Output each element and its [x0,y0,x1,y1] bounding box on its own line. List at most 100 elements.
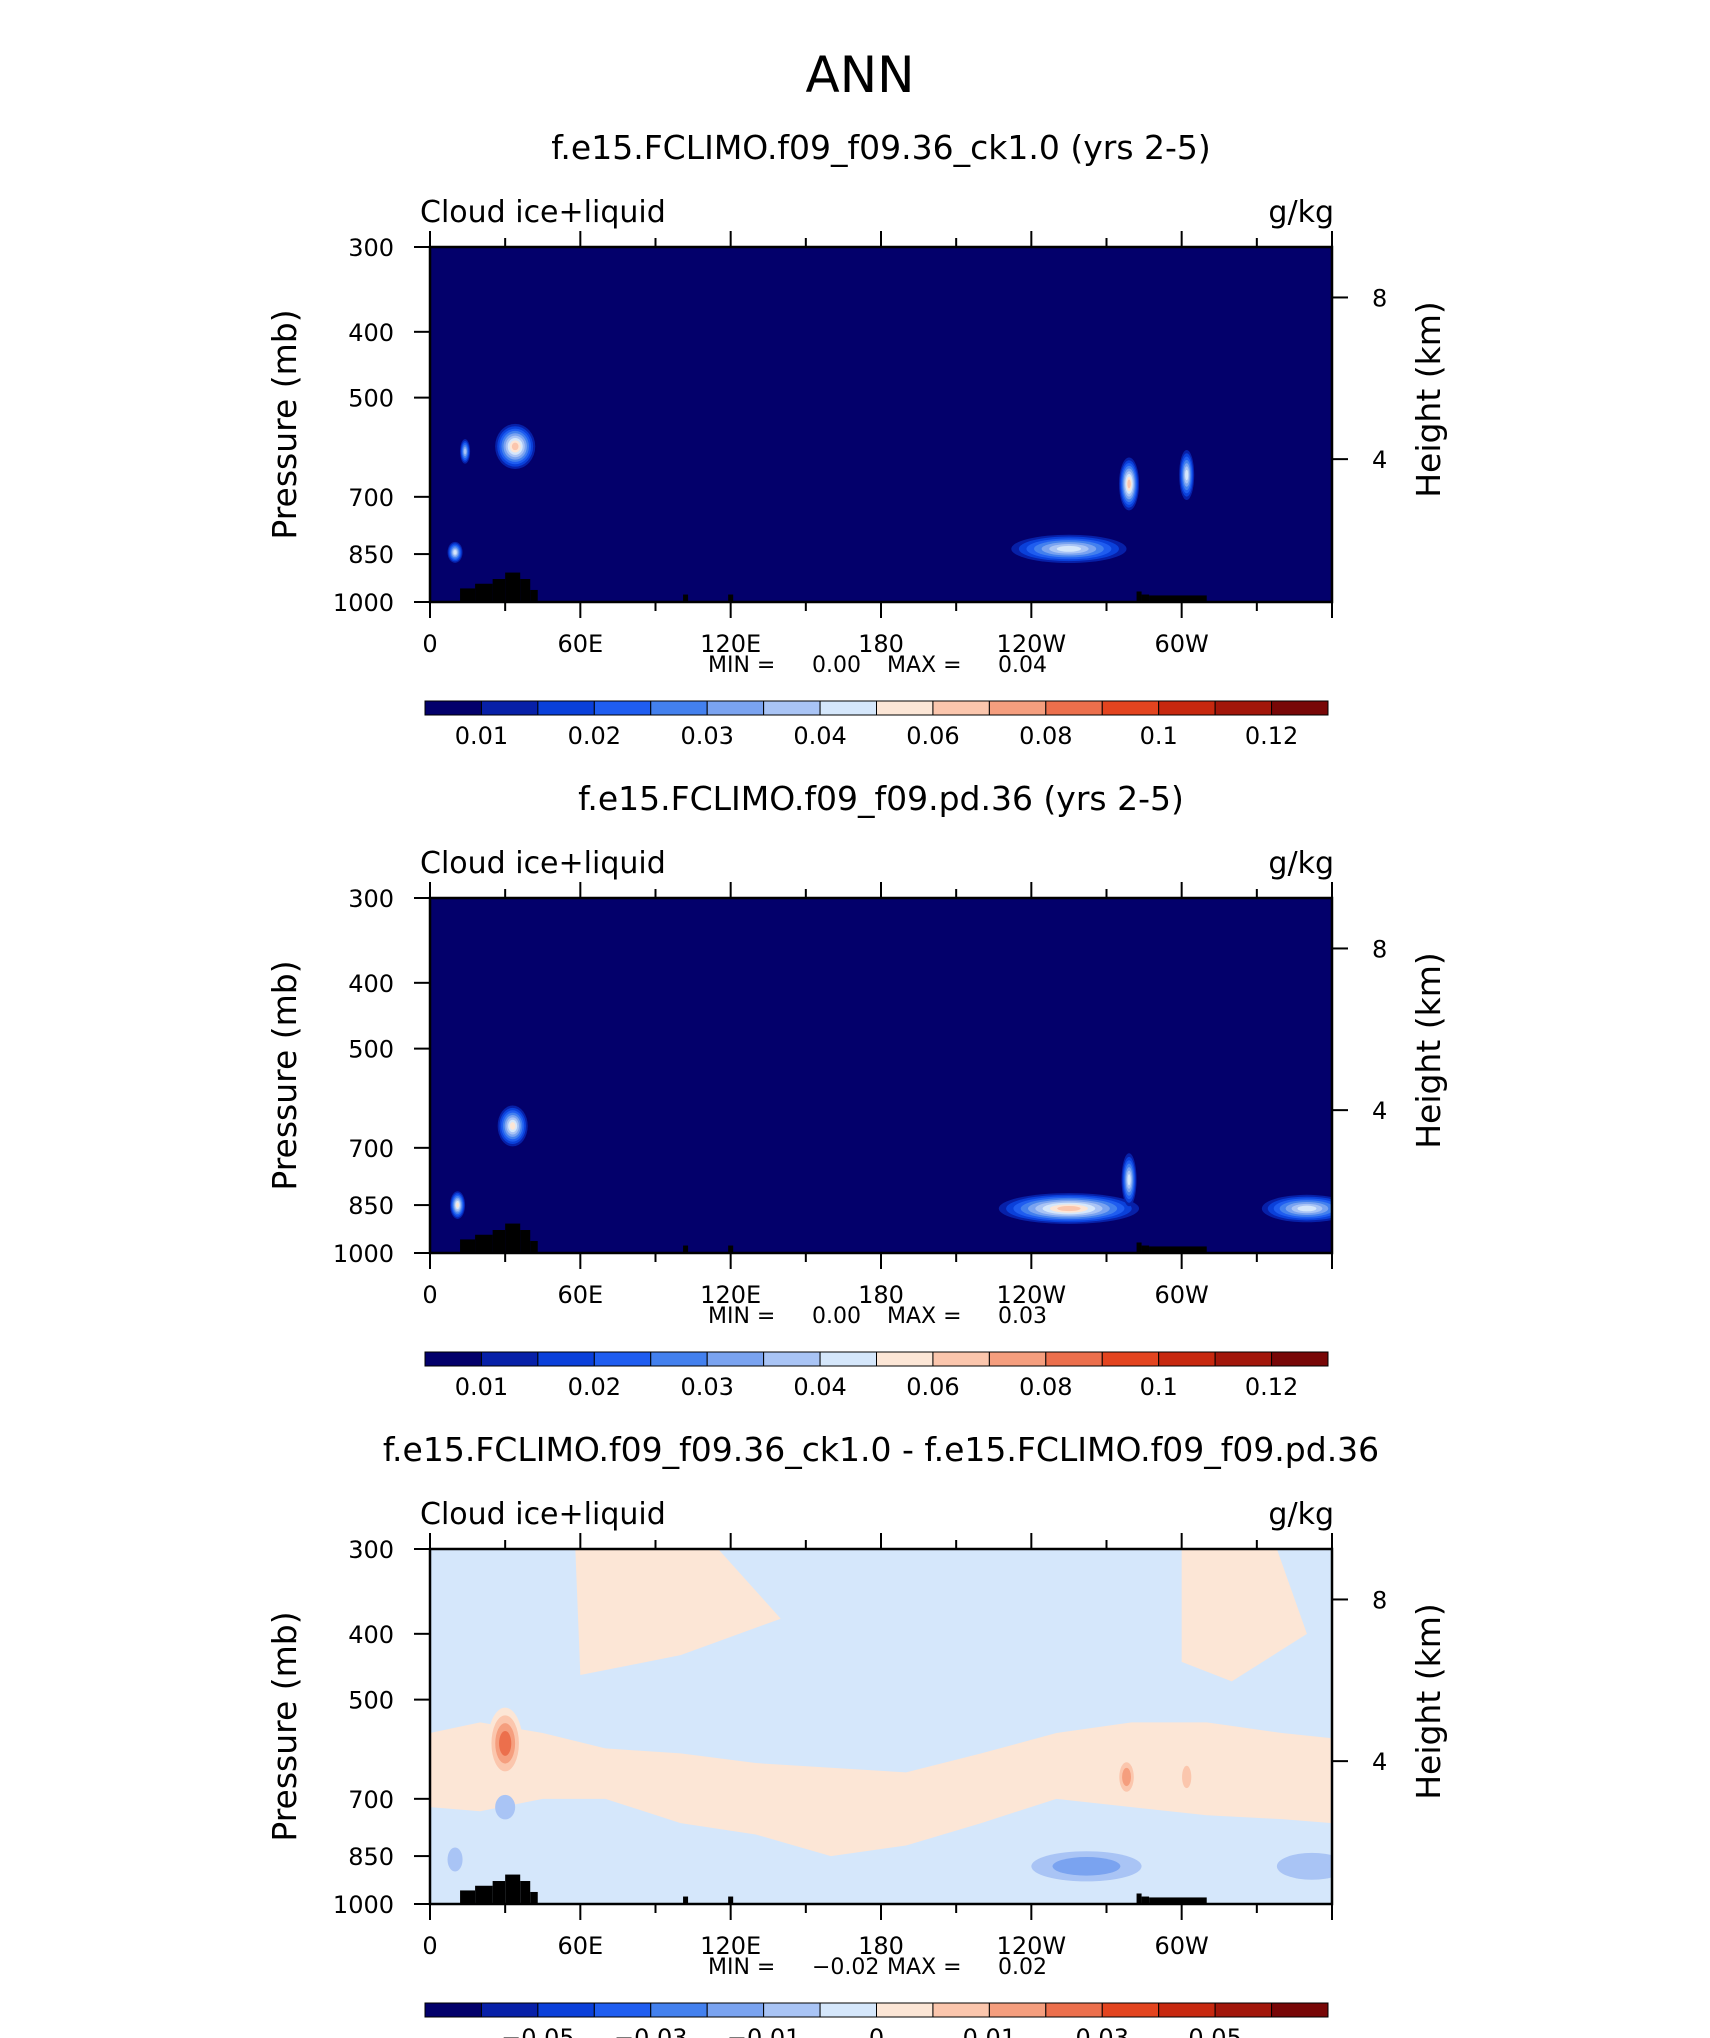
y-tick-label: 300 [348,1536,394,1564]
colorbar-box [537,2002,595,2018]
y-tick-label: 500 [348,385,394,413]
contour-mark [1122,1767,1131,1787]
right-tick-label: 8 [1372,284,1387,312]
positive-patch [575,1549,781,1676]
topography-mark [520,579,531,602]
topography-mark [475,1885,493,1904]
page-title: ANN [805,46,914,104]
x-tick-label: 60E [557,1932,603,1960]
colorbar-box [537,1351,595,1367]
colorbar-box [706,2002,765,2018]
colorbar-box [650,2002,708,2018]
right-tick-label: 4 [1372,1097,1387,1125]
y-tick-label: 850 [348,541,394,569]
max-value: 0.04 [998,653,1047,678]
y-tick-label: 400 [348,970,394,998]
chart-title: f.e15.FCLIMO.f09_f09.pd.36 (yrs 2-5) [578,779,1184,818]
colorbar-box [480,1351,539,1367]
y-tick-label: 700 [348,484,394,512]
contour-mark [495,1794,516,1820]
colorbar-box [1214,1351,1273,1367]
y-tick-label: 1000 [333,589,394,617]
topography-mark [520,1230,531,1253]
contour-mark [453,550,457,555]
y-axis-label: Pressure (mb) [265,309,304,539]
right-tick-label: 8 [1372,935,1387,963]
colorbar-box [1158,1351,1216,1367]
variable-label: Cloud ice+liquid [420,1497,666,1532]
chart-title: f.e15.FCLIMO.f09_f09.36_ck1.0 (yrs 2-5) [551,128,1211,167]
contour-mark [509,1122,516,1130]
colorbar-box [819,1351,877,1367]
x-tick-label: 60W [1155,630,1209,658]
colorbar-box [988,2002,1047,2018]
colorbar-tick-label: 0.06 [906,722,959,750]
colorbar-box [1045,2002,1103,2018]
colorbar-box [1045,700,1103,716]
topography-mark [475,1234,493,1253]
chart-panel-2: f.e15.FCLIMO.f09_f09.pd.36 (yrs 2-5) Clou… [265,779,1448,1401]
colorbar-tick-label: 0.06 [906,1373,959,1401]
min-label: MIN = [708,1304,775,1329]
contour-mark [511,442,519,451]
colorbar-box [593,2002,652,2018]
colorbar-tick-label: 0.03 [680,722,733,750]
topography-mark [1149,595,1207,602]
topography-mark [728,594,734,602]
colorbar-box [876,700,934,716]
contour-mark [499,1730,512,1756]
topography-mark [530,589,538,602]
chart-title: f.e15.FCLIMO.f09_f09.36_ck1.0 - f.e15.FC… [383,1430,1379,1469]
topography-mark [492,579,506,602]
topography-mark [530,1891,538,1904]
contour-mark [1052,1857,1121,1876]
topography-mark [728,1245,734,1253]
colorbar-tick-label: 0.04 [793,722,846,750]
colorbar-tick-label: 0 [869,2024,884,2038]
y-tick-label: 700 [348,1786,394,1814]
x-tick-label: 60E [557,630,603,658]
x-tick-label: 120E [700,1932,761,1960]
min-value: −0.02 [812,1955,879,1980]
x-tick-label: 120W [997,1932,1067,1960]
variable-label: Cloud ice+liquid [420,846,666,881]
contour-mark [1182,1765,1192,1789]
x-tick-label: 120E [700,1281,761,1309]
x-tick-label: 0 [422,630,437,658]
positive-band [430,1722,1332,1857]
min-label: MIN = [708,653,775,678]
topography-mark [1149,1246,1207,1253]
topography-mark [505,1223,521,1253]
colorbar-tick-label: 0.02 [568,1373,621,1401]
colorbar-tick-label: −0.01 [727,2024,801,2038]
max-value: 0.02 [998,1955,1047,1980]
topography-mark [492,1881,506,1904]
colorbar-box [763,700,821,716]
right-axis-label: Height (km) [1409,952,1448,1149]
topography-mark [1141,1245,1150,1253]
max-label: MAX = [887,653,962,678]
colorbar-tick-label: 0.01 [455,722,508,750]
max-value: 0.03 [998,1304,1047,1329]
topography-mark [683,594,689,602]
colorbar-box [480,700,539,716]
colorbar-tick-label: 0.01 [963,2024,1016,2038]
colorbar-box [706,700,765,716]
colorbar-tick-label: 0.04 [793,1373,846,1401]
contour-field [430,1549,1332,1904]
colorbar-box [1271,1351,1329,1367]
colorbar-box [650,700,708,716]
topography-mark [460,1890,476,1904]
colorbar-tick-label: 0.08 [1019,722,1072,750]
colorbar-box [593,1351,652,1367]
contour-mark [1127,1174,1131,1186]
contour-field [430,898,1332,1253]
colorbar-box [706,1351,765,1367]
x-tick-label: 180 [858,1932,904,1960]
colorbar-box [932,2002,990,2018]
topography-mark [1149,1897,1207,1904]
x-tick-label: 120E [700,630,761,658]
topography-mark [492,1230,506,1253]
x-tick-label: 180 [858,1281,904,1309]
colorbar-box [1158,2002,1216,2018]
